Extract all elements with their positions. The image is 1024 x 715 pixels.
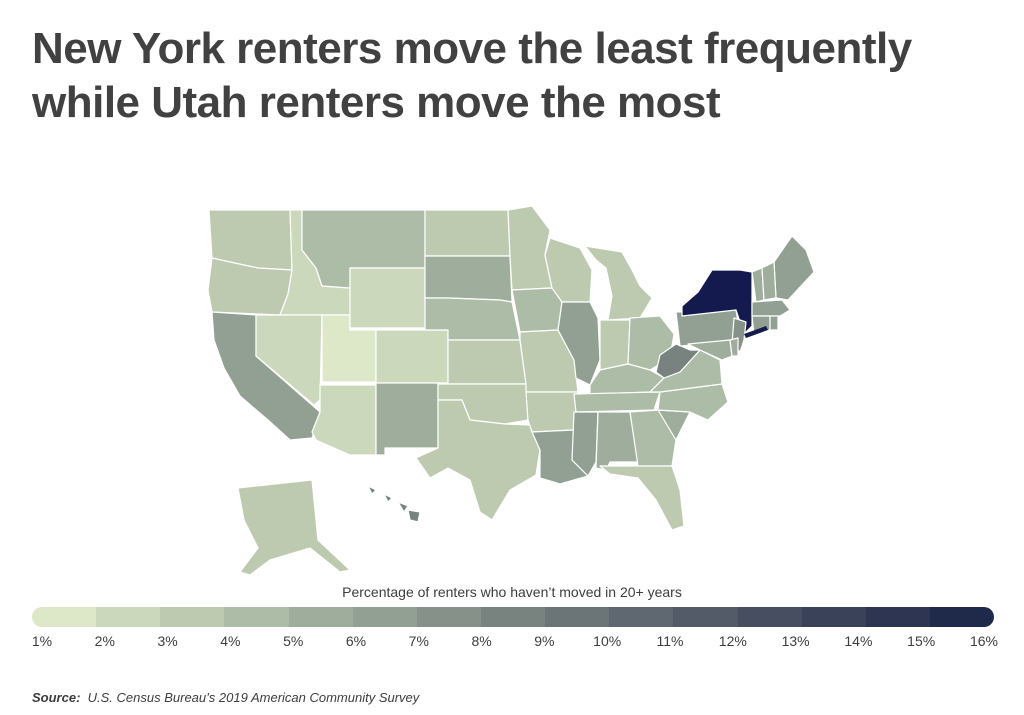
source-text: U.S. Census Bureau’s 2019 American Commu…: [87, 690, 420, 705]
legend-segment: [545, 607, 610, 627]
state-texas: [415, 399, 541, 521]
legend-tick-label: 14%: [844, 633, 873, 649]
legend-segment: [480, 607, 546, 627]
state-new-york: [681, 269, 753, 335]
legend-segment: [96, 607, 161, 627]
page-title: New York renters move the least frequent…: [32, 22, 992, 130]
legend-tick-label: 15%: [907, 633, 936, 649]
state-colorado: [375, 329, 449, 384]
state-delaware: [729, 337, 739, 357]
legend-tick-label: 1%: [31, 633, 53, 649]
state-new-hampshire: [761, 261, 777, 301]
legend-title: Percentage of renters who haven’t moved …: [342, 584, 682, 600]
state-arkansas: [525, 391, 579, 433]
legend-color-bar: [32, 607, 994, 627]
state-indiana: [599, 319, 631, 371]
source-label: Source:: [32, 690, 81, 705]
legend-segment: [224, 607, 289, 627]
state-tennessee: [573, 391, 661, 413]
legend-segment: [160, 607, 225, 627]
title-line-2: while Utah renters move the most: [32, 78, 721, 127]
state-wyoming: [349, 267, 426, 329]
legend-tick-label: 2%: [94, 633, 115, 649]
state-new-mexico: [375, 382, 439, 456]
legend-tick-label: 3%: [157, 633, 178, 649]
state-michigan: [584, 245, 653, 321]
state-mississippi: [571, 411, 599, 477]
state-minnesota: [507, 205, 553, 291]
state-nevada: [255, 314, 323, 406]
state-arizona: [311, 384, 377, 456]
legend-segment: [865, 607, 930, 627]
legend-tick-label: 11%: [656, 633, 684, 649]
us-states-map: [207, 205, 815, 576]
state-kansas: [447, 339, 527, 385]
legend-tick-label: 16%: [969, 633, 999, 649]
state-north-dakota: [424, 209, 511, 257]
state-massachusetts: [751, 299, 791, 317]
legend-tick-label: 10%: [593, 633, 622, 649]
state-maine: [773, 235, 815, 301]
legend-segment: [737, 607, 802, 627]
legend-segment: [609, 607, 674, 627]
state-west-virginia: [655, 343, 701, 379]
title-line-1: New York renters move the least frequent…: [32, 24, 912, 73]
source-note: Source: U.S. Census Bureau’s 2019 Americ…: [32, 690, 419, 705]
state-iowa: [511, 287, 563, 333]
legend-tick-label: 8%: [471, 633, 492, 649]
state-new-york-long-island: [744, 326, 768, 338]
legend-segment: [32, 607, 97, 627]
legend-segment: [416, 607, 481, 627]
legend-segment: [673, 607, 738, 627]
legend-segment: [801, 607, 866, 627]
state-florida: [599, 465, 685, 531]
legend-tick-label: 7%: [408, 633, 429, 649]
legend-segment: [288, 607, 353, 627]
legend-segment: [352, 607, 417, 627]
legend-tick-label: 4%: [220, 633, 241, 649]
state-hawaii: [367, 485, 421, 523]
state-maryland: [687, 339, 733, 361]
state-georgia: [629, 409, 677, 467]
legend-tick-label: 13%: [781, 633, 810, 649]
legend-tick-label: 9%: [534, 633, 555, 649]
state-rhode-island: [769, 315, 779, 331]
legend-tick-label: 6%: [345, 633, 367, 649]
legend-segment: [929, 607, 994, 627]
state-alaska: [237, 479, 351, 576]
legend-tick-label: 12%: [718, 633, 747, 649]
state-south-dakota: [424, 255, 513, 303]
legend-tick-label: 5%: [283, 633, 304, 649]
